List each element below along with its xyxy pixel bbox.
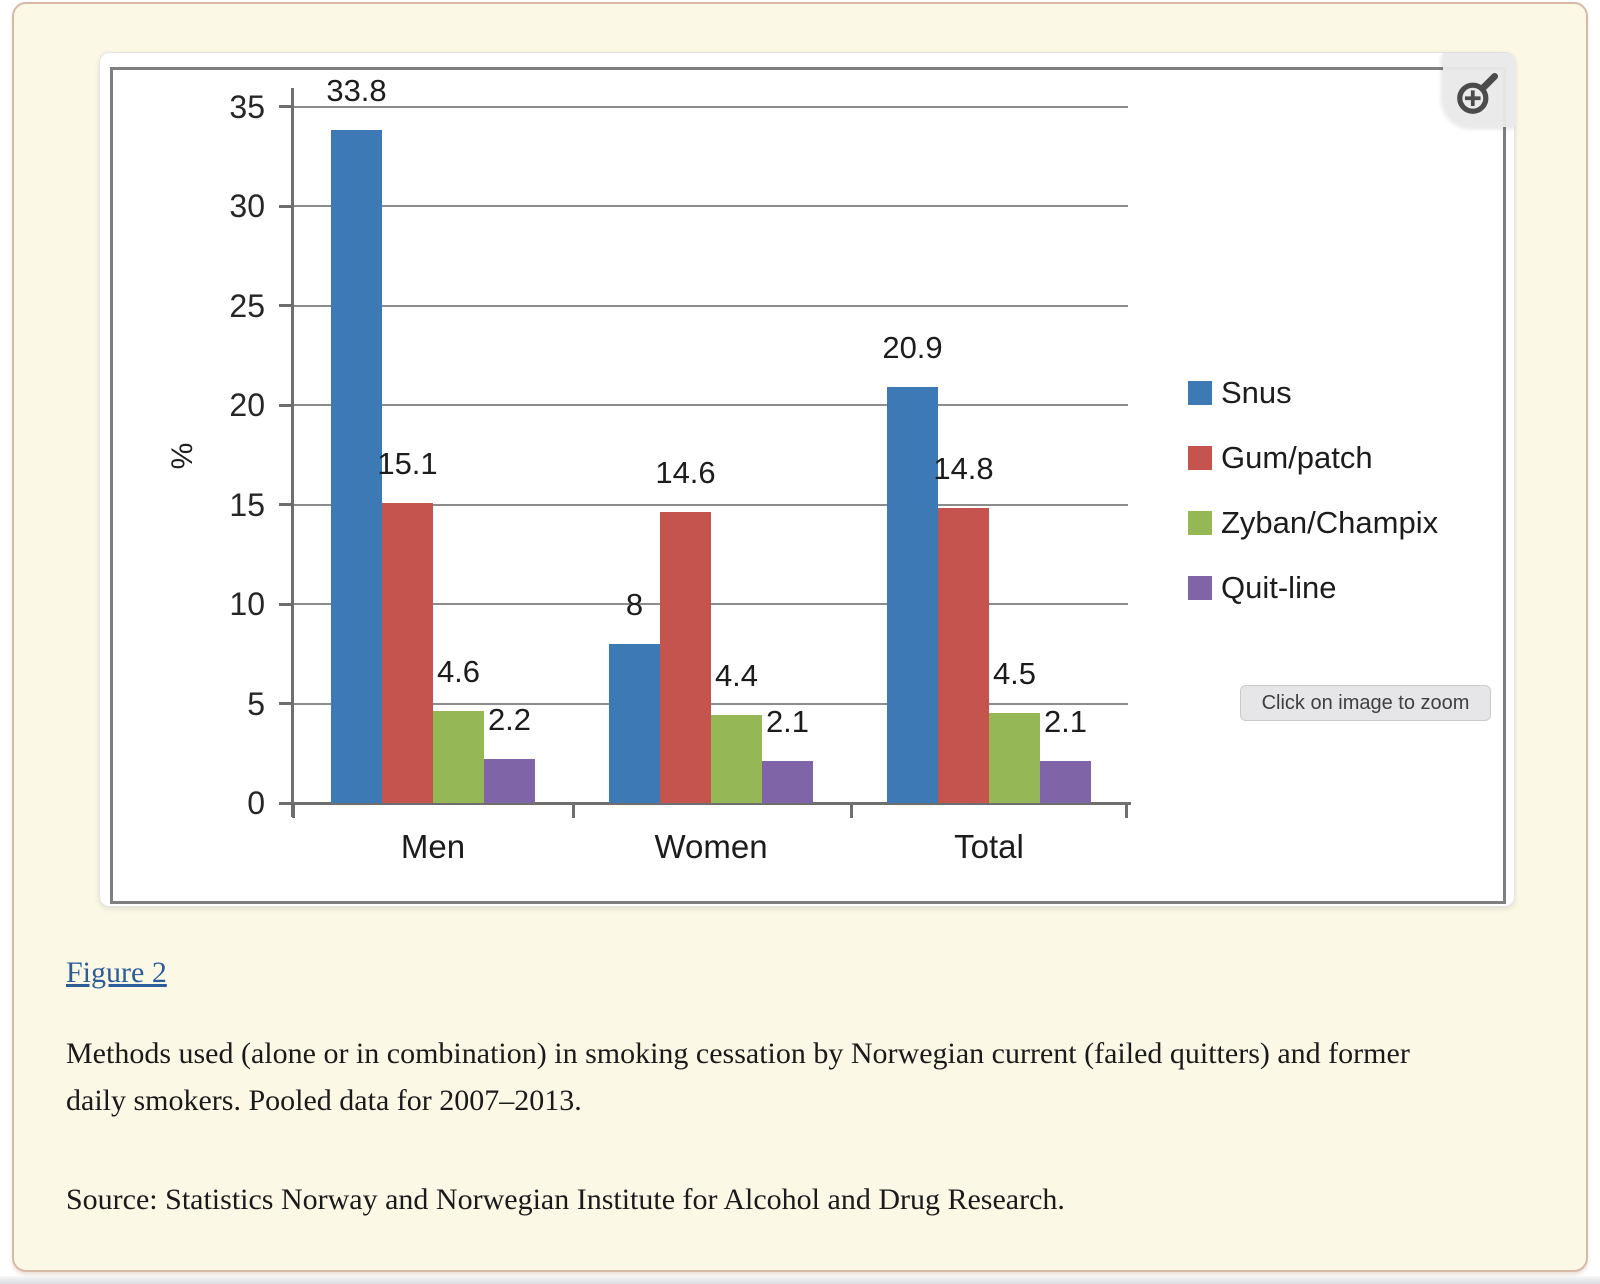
- x-axis-end-tick: [1125, 803, 1128, 818]
- y-tick-label-10: 10: [229, 586, 265, 622]
- magnifier-plus-icon: [1456, 72, 1498, 114]
- bar-Gum/patch-Women: [660, 512, 711, 803]
- y-tick-label-15: 15: [229, 486, 265, 523]
- bar-Quit-line-Men: [484, 759, 535, 803]
- bar-Gum/patch-Men: [382, 502, 433, 803]
- y-axis-label: %: [166, 442, 199, 470]
- chart-canvas: % Click on image to zoom 0 5 10 15 20 25 30 35 3…: [113, 70, 1503, 901]
- y-tick-label-30: 30: [229, 188, 265, 224]
- figure-link[interactable]: Figure 2: [66, 956, 167, 989]
- gridline-30: [293, 205, 1128, 207]
- bar-Snus-Total: [887, 387, 938, 803]
- y-tick-25: [279, 304, 293, 307]
- bar-Snus-Women: [609, 643, 660, 803]
- bar-Quit-line-Total: [1040, 761, 1091, 803]
- gridline-25: [293, 304, 1128, 307]
- bar-Gum/patch-Total: [938, 508, 989, 803]
- category-label-Total: Total: [954, 828, 1024, 865]
- zoom-hint-tooltip: Click on image to zoom: [1240, 685, 1491, 721]
- y-tick-35: [279, 105, 293, 108]
- value-label-Snus-Total: 20.9: [882, 330, 943, 366]
- value-label-Gum/patch-Women: 14.6: [655, 455, 716, 491]
- gridline-15: [293, 503, 1128, 506]
- x-axis-start-tick: [291, 803, 295, 818]
- legend-swatch-Gum/patch: [1188, 446, 1212, 470]
- figure-caption: Methods used (alone or in combination) i…: [66, 1037, 1410, 1117]
- value-label-Snus-Women: 8: [625, 586, 644, 622]
- value-label-Quit-line-Women: 2.1: [765, 704, 810, 740]
- y-tick-label-35: 35: [229, 88, 265, 125]
- legend-swatch-Snus: [1188, 381, 1212, 405]
- bar-Quit-line-Women: [762, 761, 813, 803]
- bar-Zyban/Champix-Men: [433, 711, 484, 803]
- zoom-button[interactable]: [1443, 53, 1516, 127]
- article-panel: % Click on image to zoom 0 5 10 15 20 25 30 35 3…: [12, 2, 1588, 1272]
- category-label-Women: Women: [654, 828, 768, 865]
- category-label-Men: Men: [400, 828, 466, 865]
- chart-image[interactable]: % Click on image to zoom 0 5 10 15 20 25 30 35 3…: [110, 67, 1506, 904]
- page-bottom-edge: [0, 1276, 1600, 1284]
- gridline-35: [293, 105, 1128, 108]
- figure-image-card[interactable]: % Click on image to zoom 0 5 10 15 20 25 30 35 3…: [99, 52, 1516, 907]
- y-tick-10: [279, 602, 293, 606]
- x-boundary-tick-0: [572, 803, 575, 818]
- value-label-Quit-line-Men: 2.2: [487, 702, 532, 738]
- legend-item-Snus: Snus: [1188, 375, 1292, 410]
- y-tick-label-5: 5: [247, 685, 265, 722]
- x-boundary-tick-1: [850, 803, 853, 818]
- value-label-Gum/patch-Total: 14.8: [933, 451, 994, 487]
- value-label-Snus-Men: 33.8: [326, 73, 387, 109]
- figure-source: Source: Statistics Norway and Norwegian …: [66, 1183, 1065, 1216]
- legend-label-Gum/patch: Gum/patch: [1221, 440, 1373, 475]
- gridline-20: [293, 404, 1128, 406]
- x-axis-line: [279, 801, 1131, 805]
- legend-label-Snus: Snus: [1221, 375, 1292, 410]
- legend-swatch-Quit-line: [1188, 576, 1212, 600]
- y-tick-20: [279, 403, 293, 407]
- legend-item-Zyban/Champix: Zyban/Champix: [1188, 505, 1439, 540]
- bar-Zyban/Champix-Women: [711, 715, 762, 803]
- y-tick-label-0: 0: [247, 785, 265, 821]
- y-axis-line: [291, 88, 294, 817]
- bar-Snus-Men: [331, 130, 382, 803]
- legend-swatch-Zyban/Champix: [1188, 511, 1212, 535]
- value-label-Gum/patch-Men: 15.1: [377, 445, 438, 481]
- value-label-Zyban/Champix-Men: 4.6: [436, 654, 481, 690]
- y-tick-30: [279, 204, 293, 208]
- legend-label-Quit-line: Quit-line: [1221, 570, 1337, 605]
- y-tick-5: [279, 702, 293, 705]
- value-label-Quit-line-Total: 2.1: [1043, 704, 1088, 740]
- y-tick-label-25: 25: [229, 287, 265, 324]
- y-tick-15: [279, 503, 293, 506]
- value-label-Zyban/Champix-Women: 4.4: [714, 658, 759, 694]
- legend-item-Gum/patch: Gum/patch: [1188, 440, 1373, 475]
- legend-item-Quit-line: Quit-line: [1188, 570, 1337, 605]
- value-label-Zyban/Champix-Total: 4.5: [992, 656, 1037, 692]
- y-tick-label-20: 20: [229, 387, 265, 423]
- legend-label-Zyban/Champix: Zyban/Champix: [1221, 505, 1439, 540]
- bar-Zyban/Champix-Total: [989, 713, 1040, 803]
